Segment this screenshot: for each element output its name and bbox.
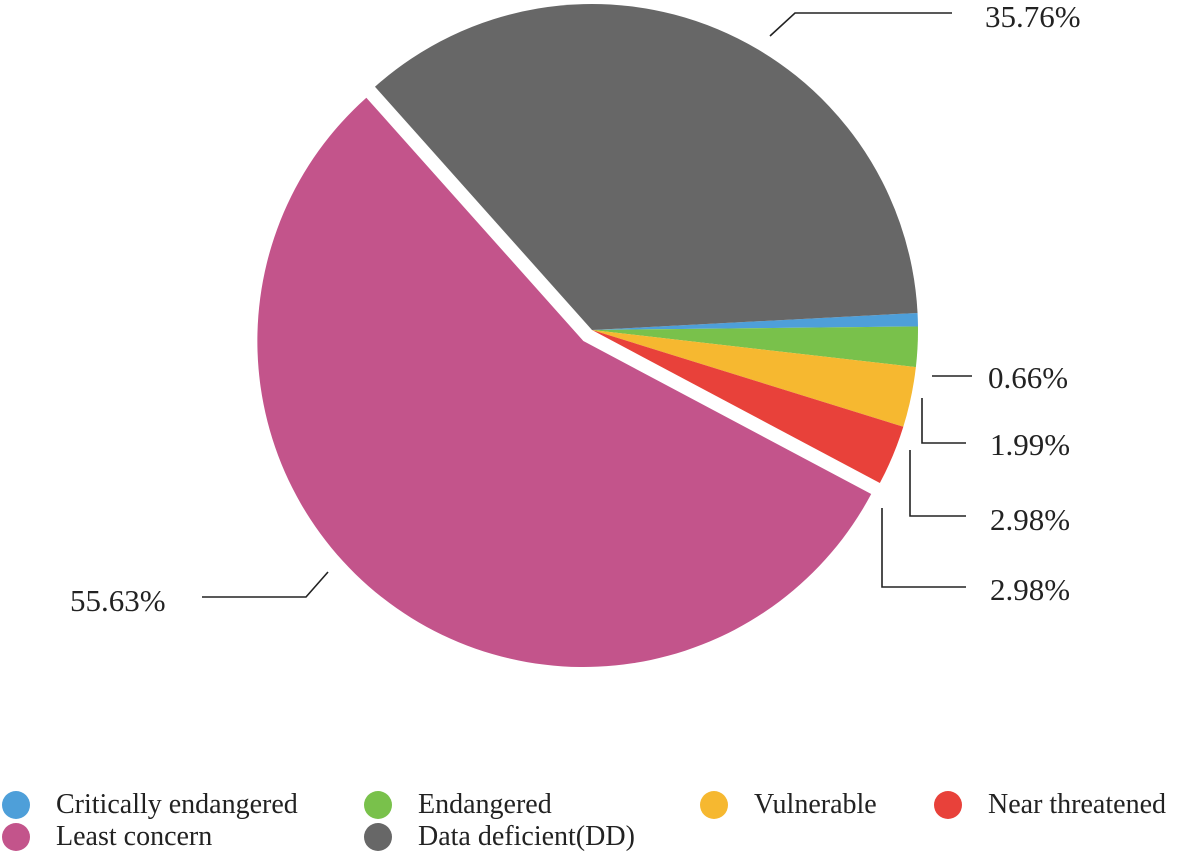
legend-item-data-deficient: Data deficient(DD) (364, 820, 635, 854)
leader-line-near-threatened (881, 508, 966, 588)
legend-item-critically-endangered: Critically endangered (2, 788, 298, 822)
legend-item-endangered: Endangered (364, 788, 552, 822)
value-label-near-threatened: 2.98% (990, 572, 1070, 607)
legend-swatch-least-concern (2, 823, 30, 851)
leader-lines (202, 12, 972, 598)
slice-vulnerable (592, 330, 916, 427)
legend-label-critically-endangered: Critically endangered (56, 789, 298, 820)
legend-swatch-near-threatened (934, 791, 962, 819)
value-label-vulnerable: 2.98% (990, 502, 1070, 537)
legend-item-least-concern: Least concern (2, 820, 212, 854)
leader-line-least-concern (202, 571, 329, 598)
leader-line-vulnerable (909, 450, 966, 517)
legend-label-data-deficient: Data deficient(DD) (418, 821, 635, 852)
legend-swatch-endangered (364, 791, 392, 819)
legend-label-endangered: Endangered (418, 789, 552, 820)
pie-slices (257, 3, 918, 668)
slice-critically-endangered (592, 312, 918, 330)
legend-swatch-data-deficient (364, 823, 392, 851)
slice-least-concern (257, 97, 872, 668)
legend-item-near-threatened: Near threatened (934, 788, 1166, 822)
legend-label-near-threatened: Near threatened (988, 789, 1166, 820)
value-labels: 0.66% 1.99% 2.98% 2.98% 55.63% 35.76% (70, 0, 1081, 618)
legend-label-vulnerable: Vulnerable (754, 789, 877, 820)
legend-swatch-critically-endangered (2, 791, 30, 819)
legend-swatch-vulnerable (700, 791, 728, 819)
slice-data-deficient-dd (374, 3, 918, 330)
value-label-least-concern: 55.63% (70, 583, 166, 618)
leader-line-endangered (921, 398, 966, 444)
legend: Critically endangered Endangered Vulnera… (0, 786, 1181, 854)
slice-endangered (592, 326, 918, 368)
legend-label-least-concern: Least concern (56, 821, 213, 852)
pie-chart: 0.66% 1.99% 2.98% 2.98% 55.63% 35.76% (70, 0, 1081, 668)
value-label-data-deficient-dd: 35.76% (985, 0, 1081, 34)
legend-item-vulnerable: Vulnerable (700, 788, 877, 822)
value-label-endangered: 1.99% (990, 427, 1070, 462)
slice-near-threatened (592, 330, 904, 484)
leader-line-data-deficient-dd (769, 12, 952, 37)
value-label-critically-endangered: 0.66% (988, 360, 1068, 395)
